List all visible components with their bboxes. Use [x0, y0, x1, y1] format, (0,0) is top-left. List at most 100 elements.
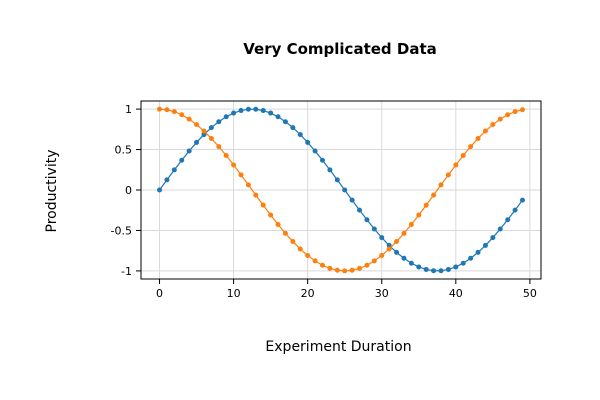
- series-1-point: [312, 148, 318, 154]
- series-1-point: [179, 157, 185, 163]
- series-2-point: [379, 252, 385, 258]
- series-1-point: [453, 264, 459, 270]
- x-tick-label: 10: [227, 287, 241, 300]
- series-1-point: [216, 119, 222, 125]
- series-1-point: [297, 132, 303, 138]
- series-2-point: [342, 268, 348, 274]
- series-2-point: [260, 202, 266, 208]
- series-2-point: [505, 112, 511, 118]
- series-1-point: [275, 114, 281, 120]
- series-2-point: [334, 267, 340, 273]
- series-2-point: [223, 153, 229, 159]
- series-2-point: [305, 252, 311, 258]
- series-1-point: [505, 217, 511, 223]
- series-1-point: [238, 108, 244, 114]
- series-2-point: [371, 258, 377, 264]
- series-2-point: [327, 265, 333, 271]
- series-1-point: [423, 266, 429, 272]
- series-2-point: [157, 106, 163, 112]
- series-2-point: [216, 144, 222, 150]
- series-1-point: [201, 132, 207, 138]
- x-tick-label: 30: [375, 287, 389, 300]
- series-2-point: [179, 112, 185, 118]
- series-2-point: [290, 239, 296, 245]
- series-1-point: [319, 157, 325, 163]
- series-2-point: [401, 230, 407, 236]
- series-2-point: [386, 246, 392, 252]
- series-1-point: [268, 110, 274, 116]
- x-tick-label: 50: [523, 287, 537, 300]
- series-1-point: [512, 207, 518, 213]
- series-1-point: [364, 217, 370, 223]
- series-1-point: [327, 167, 333, 173]
- series-1-point: [445, 266, 451, 272]
- series-2-point: [238, 172, 244, 178]
- series-1-point: [379, 235, 385, 241]
- series-1-point: [386, 242, 392, 248]
- series-1-point: [305, 139, 311, 145]
- series-2-point: [268, 212, 274, 218]
- y-tick-label: 0: [125, 184, 132, 197]
- series-2-point: [482, 128, 488, 134]
- series-2-point: [519, 107, 525, 113]
- series-2-point: [497, 116, 503, 122]
- chart-title: Very Complicated Data: [243, 40, 437, 58]
- series-2-point: [208, 135, 214, 141]
- series-2-point: [312, 258, 318, 264]
- series-2-point: [394, 239, 400, 245]
- series-group: [157, 106, 525, 274]
- series-1-point: [357, 207, 363, 213]
- series-1-point: [394, 249, 400, 255]
- series-1-point: [371, 226, 377, 232]
- series-1-point: [460, 260, 466, 266]
- series-1-point: [431, 268, 437, 274]
- series-2-point: [349, 267, 355, 273]
- series-2-point: [460, 153, 466, 159]
- series-2-point: [275, 221, 281, 227]
- series-2-point: [194, 122, 200, 128]
- series-2-point: [453, 162, 459, 168]
- series-1-point: [342, 187, 348, 193]
- series-2-point: [468, 144, 474, 150]
- series-1-point: [468, 255, 474, 261]
- series-1-point: [349, 197, 355, 203]
- series-1-point: [186, 148, 192, 154]
- y-tick-label: -0.5: [111, 224, 132, 237]
- series-2-point: [282, 230, 288, 236]
- series-1-point: [231, 110, 237, 116]
- series-2-point: [186, 116, 192, 122]
- series-1-point: [482, 242, 488, 248]
- series-2-point: [438, 182, 444, 188]
- series-2-point: [297, 246, 303, 252]
- series-1-point: [334, 177, 340, 183]
- series-1-point: [475, 249, 481, 255]
- series-2-point: [164, 107, 170, 113]
- x-tick-label: 0: [156, 287, 163, 300]
- series-2-point: [416, 212, 422, 218]
- series-1-point: [260, 108, 266, 114]
- series-2-point: [475, 135, 481, 141]
- series-2-point: [319, 262, 325, 268]
- series-2-point: [253, 192, 259, 198]
- series-2-point: [423, 202, 429, 208]
- series-1-point: [208, 125, 214, 131]
- series-1-point: [194, 139, 200, 145]
- series-2-point: [245, 182, 251, 188]
- series-1-point: [490, 235, 496, 241]
- series-2-point: [512, 109, 518, 115]
- y-tick-label: -1: [121, 265, 132, 278]
- series-2-point: [490, 122, 496, 128]
- series-1-point: [519, 197, 525, 203]
- series-2-point: [431, 192, 437, 198]
- series-2-point: [408, 221, 414, 227]
- y-tick-label: 1: [125, 103, 132, 116]
- series-2-point: [171, 109, 177, 115]
- series-1-point: [282, 119, 288, 125]
- series-1-point: [497, 226, 503, 232]
- series-1-point: [164, 177, 170, 183]
- x-axis-label: Experiment Duration: [265, 339, 412, 355]
- series-1-point: [408, 260, 414, 266]
- axes: 0 10 20 30 40 50 1 0.5 0 -0.5 -1: [111, 100, 542, 300]
- series-2-point: [364, 262, 370, 268]
